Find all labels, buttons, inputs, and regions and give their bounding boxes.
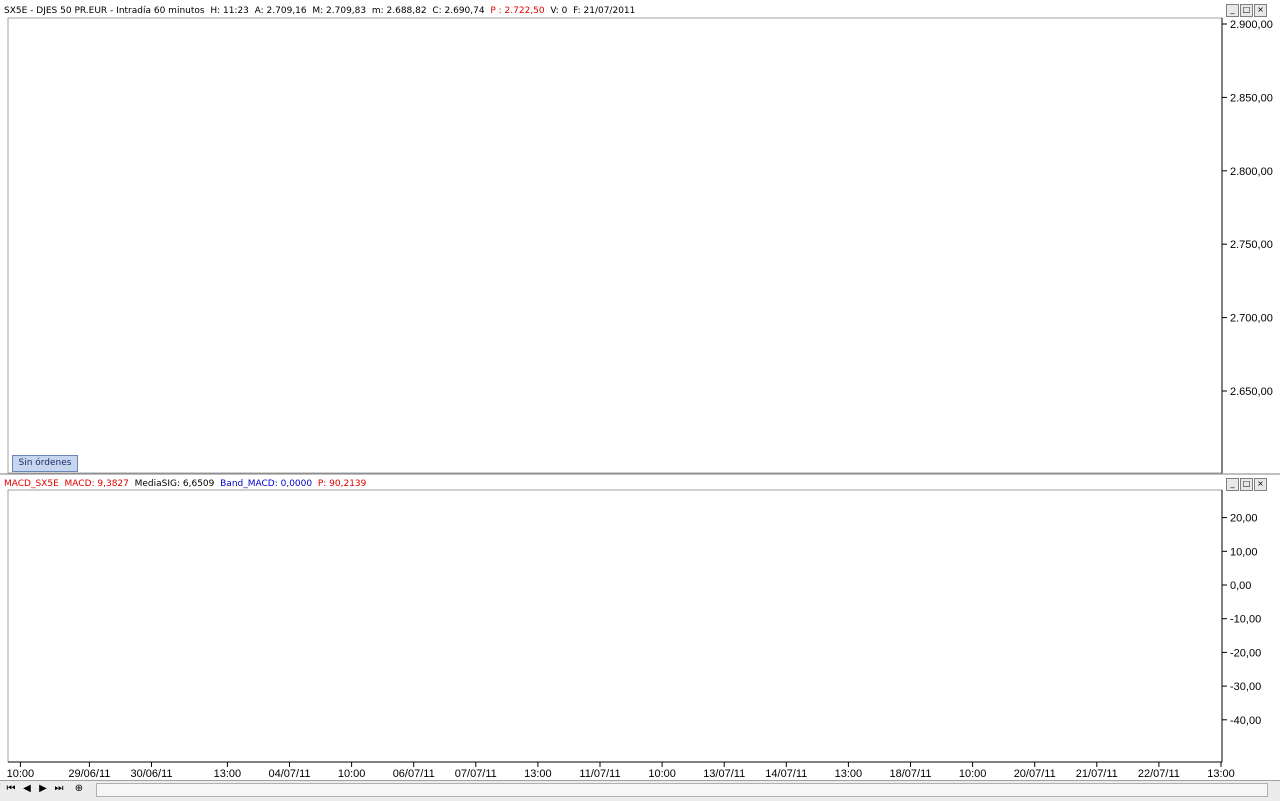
scroll-start-icon[interactable]: ⏮ bbox=[6, 783, 16, 794]
last-price-label: P : 2.722,50 bbox=[490, 6, 545, 16]
horizontal-scrollbar[interactable] bbox=[96, 783, 1268, 797]
macd-value-label: MACD: 9,3827 bbox=[64, 479, 129, 489]
macd-ytick-label: -10,00 bbox=[1230, 614, 1261, 626]
price-ytick-label: 2.800,00 bbox=[1230, 166, 1273, 178]
volume-label: V: 0 bbox=[550, 6, 568, 16]
x-tick-label: 10:00 bbox=[7, 768, 35, 780]
macd-p-label: P: 90,2139 bbox=[317, 479, 367, 489]
macd-ytick-label: 0,00 bbox=[1230, 580, 1251, 592]
macd-ytick-label: 10,00 bbox=[1230, 546, 1258, 558]
signal-value-label: MediaSIG: 6,6509 bbox=[134, 479, 215, 489]
x-tick-label: 30/06/11 bbox=[130, 768, 172, 780]
x-tick-label: 13:00 bbox=[214, 768, 242, 780]
x-tick-label: 06/07/11 bbox=[393, 768, 435, 780]
maximize-button[interactable]: □ bbox=[1240, 4, 1253, 17]
macd-ytick-label: 20,00 bbox=[1230, 513, 1258, 525]
macd-maximize-button[interactable]: □ bbox=[1240, 478, 1253, 491]
macd-name-label: MACD_SX5E bbox=[4, 479, 59, 489]
close-button[interactable]: × bbox=[1254, 4, 1267, 17]
low-label: m: 2.688,82 bbox=[371, 6, 427, 16]
price-frame bbox=[7, 17, 1223, 474]
macd-ytick-label: -30,00 bbox=[1230, 681, 1261, 693]
minimize-button[interactable]: _ bbox=[1226, 4, 1239, 17]
macd-close-button[interactable]: × bbox=[1254, 478, 1267, 491]
x-tick-label: 13:00 bbox=[524, 768, 552, 780]
macd-header: MACD_SX5E MACD: 9,3827 MediaSIG: 6,6509 … bbox=[4, 475, 366, 493]
x-tick-label: 13:00 bbox=[1207, 768, 1235, 780]
instrument-name: DJES 50 PR.EUR bbox=[36, 6, 108, 16]
scroll-right-icon[interactable]: ▶ bbox=[39, 783, 47, 794]
x-tick-label: 07/07/11 bbox=[455, 768, 497, 780]
x-tick-label: 13:00 bbox=[835, 768, 863, 780]
price-ytick-label: 2.900,00 bbox=[1230, 19, 1273, 31]
x-tick-label: 20/07/11 bbox=[1014, 768, 1056, 780]
period-label: Intradía 60 minutos bbox=[116, 6, 205, 16]
high-label: M: 2.709,83 bbox=[312, 6, 367, 16]
time-label: H: 11:23 bbox=[210, 6, 249, 16]
orders-button[interactable]: Sin órdenes bbox=[12, 455, 78, 472]
x-tick-label: 22/07/11 bbox=[1138, 768, 1180, 780]
price-header: SX5E - DJES 50 PR.EUR - Intradía 60 minu… bbox=[4, 6, 636, 16]
scroll-left-icon[interactable]: ◀ bbox=[23, 783, 31, 794]
macd-ytick-label: -40,00 bbox=[1230, 715, 1261, 727]
date-label: F: 21/07/2011 bbox=[573, 6, 636, 16]
x-tick-label: 21/07/11 bbox=[1076, 768, 1118, 780]
open-label: A: 2.709,16 bbox=[254, 6, 307, 16]
macd-minimize-button[interactable]: _ bbox=[1226, 478, 1239, 491]
macd-frame bbox=[7, 489, 1223, 763]
x-tick-label: 10:00 bbox=[959, 768, 987, 780]
x-tick-label: 14/07/11 bbox=[765, 768, 807, 780]
x-tick-label: 10:00 bbox=[338, 768, 366, 780]
price-ytick-label: 2.650,00 bbox=[1230, 386, 1273, 398]
symbol-label: SX5E bbox=[4, 6, 28, 16]
scroll-end-icon[interactable]: ⏭ bbox=[54, 783, 64, 794]
price-axis-bg bbox=[1222, 18, 1280, 473]
x-tick-label: 13/07/11 bbox=[703, 768, 745, 780]
x-tick-label: 10:00 bbox=[648, 768, 676, 780]
band-value-label: Band_MACD: 0,0000 bbox=[220, 479, 313, 489]
x-tick-label: 18/07/11 bbox=[889, 768, 931, 780]
price-ytick-label: 2.750,00 bbox=[1230, 239, 1273, 251]
x-tick-label: 29/06/11 bbox=[68, 768, 110, 780]
axes: 2.650,00 2.700,00 2.750,00 2.800,00 2.850,00… bbox=[0, 17, 1280, 780]
zoom-icon[interactable]: ⊕ bbox=[74, 783, 84, 794]
close-label: C: 2.690,74 bbox=[432, 6, 485, 16]
macd-ytick-label: -20,00 bbox=[1230, 647, 1261, 659]
price-ytick-label: 2.850,00 bbox=[1230, 92, 1273, 104]
price-ytick-label: 2.700,00 bbox=[1230, 313, 1273, 325]
x-tick-label: 04/07/11 bbox=[268, 768, 310, 780]
x-tick-label: 11/07/11 bbox=[579, 768, 620, 780]
